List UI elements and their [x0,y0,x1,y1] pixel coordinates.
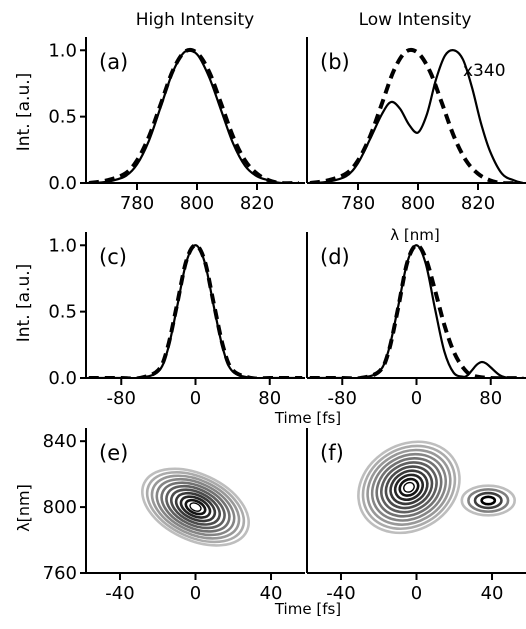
x-tick-label: 0 [190,388,201,409]
y-tick-label: 1.0 [48,235,77,256]
y-label-wavelength-row3: λ[nm] [14,484,33,532]
contour-level [165,484,226,530]
contour-level [380,461,438,514]
x-tick-label: 80 [479,388,502,409]
contour-peak [485,498,492,503]
annotation-x340: x340 [463,61,506,81]
contour-level [361,444,457,531]
x-tick-label: 0 [190,583,201,604]
y-label-intensity-row1: Int. [a.u.] [14,73,34,152]
y-tick-label: 0.5 [48,302,77,323]
contour-level [145,470,246,544]
x-label-wavelength: λ [nm] [390,226,439,244]
series-line-dashed [309,47,520,183]
x-tick-label: 40 [260,583,283,604]
panel-letter: (f) [320,441,344,465]
x-tick-label: 800 [180,193,214,214]
plot-area [309,243,524,378]
contour-level [179,495,212,519]
contour-level [160,481,231,533]
x-tick-label: 0 [411,583,422,604]
y-tick-label: 800 [43,497,77,518]
contour-level [150,474,241,540]
y-tick-label: 1.0 [48,40,77,61]
y-tick-label: 0.0 [48,173,77,194]
contour-level [370,452,448,522]
contour-level [403,481,415,493]
x-tick-label: 80 [258,388,281,409]
contour-peak [190,503,201,511]
contour-level [393,473,425,502]
column-title-low: Low Intensity [359,10,472,30]
x-tick-label: -40 [105,583,134,604]
y-tick-label: 0.0 [48,368,77,389]
contour-level [467,488,510,513]
y-tick-label: 840 [43,431,77,452]
column-title-high: High Intensity [136,10,254,30]
x-label-time-row2: Time [fs] [274,409,341,427]
contour-level [357,440,461,535]
series-line-dashed [88,47,299,183]
panel-c: (c) -80 0 80 0.0 0.5 1.0 [48,232,305,409]
series-line-dashed [88,243,303,378]
series-line-dashed [309,243,524,378]
y-label-intensity-row2: Int. [a.u.] [14,264,34,343]
panel-d: (d) -80 0 80 [306,232,526,409]
panel-letter: (a) [99,50,128,74]
y-tick-label: 760 [43,563,77,584]
y-tick-label: 0.5 [48,107,77,128]
x-tick-label: 40 [481,583,504,604]
x-tick-label: 780 [341,193,375,214]
contour-level [480,495,497,506]
contour-level [174,491,217,523]
x-tick-label: 780 [120,193,154,214]
contour-level [155,477,236,537]
plot-area [141,467,250,547]
plot-area [88,47,299,183]
x-label-time-row3: Time [fs] [274,600,341,618]
x-tick-label: 0 [411,388,422,409]
panel-letter: (c) [99,245,127,269]
contour-level [389,469,429,506]
x-tick-label: -80 [328,388,357,409]
panel-a: (a) 780 800 820 0.0 0.5 1.0 [48,37,305,214]
contour-level [460,484,516,517]
plot-area [88,243,303,378]
contour-level [184,498,207,516]
contour-peak [404,483,414,492]
series-line-solid [309,49,524,183]
contour-level [141,467,250,547]
plot-area [357,440,516,535]
panel-letter: (d) [320,245,350,269]
x-tick-label: 820 [240,193,274,214]
panel-f: (f) -40 0 40 [306,428,526,604]
x-tick-label: -40 [326,583,355,604]
panel-letter: (e) [99,441,128,465]
contour-level [189,502,202,512]
contour-level [375,457,443,518]
contour-level [384,465,434,510]
contour-level [473,491,503,510]
panel-b: (b) 780 800 820 [306,37,526,214]
contour-level [398,477,420,497]
contour-level [366,448,452,526]
panel-letter: (b) [320,50,350,74]
x-tick-label: -80 [107,388,136,409]
x-tick-label: 820 [461,193,495,214]
panel-e: (e) -40 0 40 760 800 840 [43,428,305,604]
plot-area [309,47,524,183]
x-tick-label: 800 [401,193,435,214]
contour-level [170,488,221,526]
